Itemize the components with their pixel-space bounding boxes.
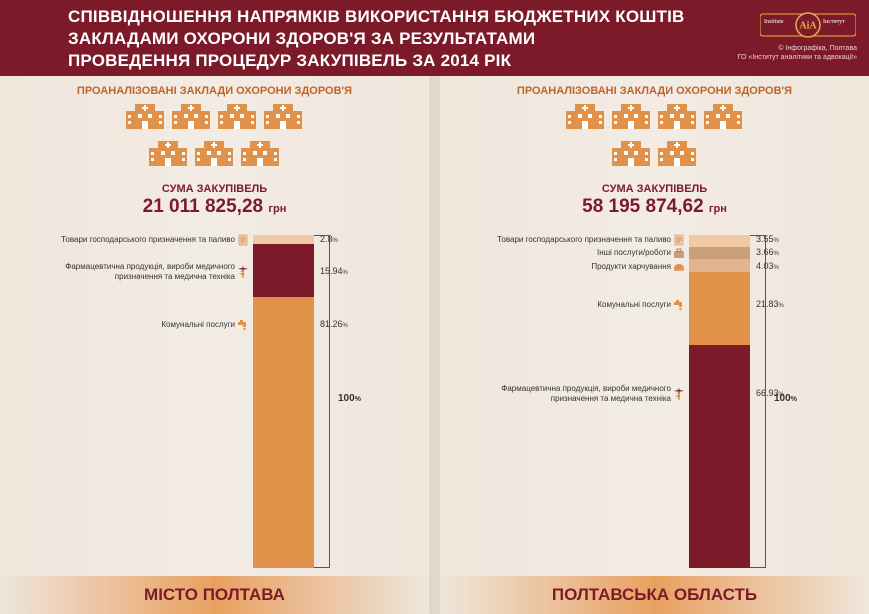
briefcase-icon bbox=[674, 248, 684, 258]
hospital-icon bbox=[704, 104, 742, 129]
sum-value: 58 195 874,62 грн bbox=[440, 196, 869, 218]
logo-text-right: Інститут bbox=[823, 19, 845, 25]
value-unit: % bbox=[778, 303, 784, 309]
bar-segment bbox=[689, 272, 750, 346]
value-label: 3.66% bbox=[756, 247, 779, 257]
footer-poltava-city: МІСТО ПОЛТАВА bbox=[0, 576, 429, 614]
bar-segment bbox=[689, 246, 750, 259]
panel-poltava-region bbox=[440, 76, 869, 614]
value-unit: % bbox=[342, 270, 348, 276]
institutions-label: ПРОАНАЛІЗОВАНІ ЗАКЛАДИ ОХОРОНИ ЗДОРОВ'Я bbox=[76, 85, 353, 97]
sum-unit: грн bbox=[708, 203, 727, 215]
logo-text-mid: AiA bbox=[799, 21, 817, 32]
document-icon bbox=[238, 234, 248, 246]
sum-unit: грн bbox=[268, 203, 287, 215]
value-label: 4.03% bbox=[756, 261, 779, 271]
hospital-icon bbox=[218, 104, 256, 129]
bar-segment bbox=[689, 259, 750, 273]
hospital-icon bbox=[195, 141, 233, 166]
bar-segment bbox=[253, 244, 314, 298]
bar-segment bbox=[689, 235, 750, 247]
hospital-icon bbox=[658, 141, 696, 166]
copyright-line-2: ГО «Інститут аналітики та адвокації» bbox=[737, 54, 857, 61]
value-label: 3.55% bbox=[756, 234, 779, 244]
footer-poltava-region: ПОЛТАВСЬКА ОБЛАСТЬ bbox=[440, 576, 869, 614]
page-title: СПІВВІДНОШЕННЯ НАПРЯМКІВ ВИКОРИСТАННЯ БЮ… bbox=[68, 6, 688, 72]
bread-icon bbox=[674, 264, 684, 271]
value-number: 3.66 bbox=[756, 247, 774, 257]
value-unit: % bbox=[773, 251, 779, 257]
faucet-icon bbox=[674, 300, 682, 311]
total-unit: % bbox=[354, 395, 361, 403]
institute-logo: Institute AiA Інститут bbox=[760, 12, 856, 38]
value-label: 81.26% bbox=[320, 319, 348, 329]
total-number: 100 bbox=[774, 392, 791, 404]
hospital-icon bbox=[612, 104, 650, 129]
caduceus-icon bbox=[238, 266, 248, 278]
total-unit: % bbox=[790, 395, 797, 403]
total-bracket bbox=[314, 235, 330, 568]
panel-divider bbox=[429, 76, 440, 614]
title-line-1: СПІВВІДНОШЕННЯ НАПРЯМКІВ ВИКОРИСТАННЯ БЮ… bbox=[68, 7, 685, 26]
title-line-3: ПРОВЕДЕННЯ ПРОЦЕДУР ЗАКУПІВЕЛЬ ЗА 2014 Р… bbox=[68, 51, 512, 70]
hospital-icon bbox=[612, 141, 650, 166]
value-label: 21.83% bbox=[756, 299, 784, 309]
header-banner bbox=[0, 0, 869, 76]
logo-text-left: Institute bbox=[764, 19, 784, 25]
value-number: 21.83 bbox=[756, 299, 779, 309]
bar-segment bbox=[253, 297, 314, 568]
sum-value: 21 011 825,28 грн bbox=[0, 196, 429, 218]
hospital-icon bbox=[566, 104, 604, 129]
total-bracket bbox=[750, 235, 766, 568]
value-number: 3.55 bbox=[756, 234, 774, 244]
sum-amount: 21 011 825,28 bbox=[142, 196, 269, 217]
hospital-icon bbox=[126, 104, 164, 129]
hospital-icon bbox=[658, 104, 696, 129]
value-number: 81.26 bbox=[320, 319, 343, 329]
value-number: 15.94 bbox=[320, 266, 343, 276]
sum-label: СУМА ЗАКУПІВЕЛЬ bbox=[161, 183, 268, 195]
category-label: Товари господарського призначення та пал… bbox=[61, 235, 235, 244]
category-label: Фармацевтична продукція, вироби медичног… bbox=[501, 384, 671, 403]
category-label: Продукти харчування bbox=[591, 262, 671, 271]
sum-amount: 58 195 874,62 bbox=[582, 196, 709, 217]
value-unit: % bbox=[778, 392, 784, 398]
bar-segment bbox=[689, 345, 750, 568]
hospital-icon bbox=[149, 141, 187, 166]
title-line-2: ЗАКЛАДАМИ ОХОРОНИ ЗДОРОВ'Я ЗА РЕЗУЛЬТАТА… bbox=[68, 29, 536, 48]
category-label: Товари господарського призначення та пал… bbox=[497, 235, 671, 244]
category-label: Інші послуги/роботи bbox=[596, 248, 671, 257]
hospital-icon bbox=[264, 104, 302, 129]
value-unit: % bbox=[773, 238, 779, 244]
hospital-icon bbox=[172, 104, 210, 129]
copyright-line-1: © Інфографіка, Полтава bbox=[778, 45, 857, 52]
total-number: 100 bbox=[338, 392, 355, 404]
value-unit: % bbox=[342, 323, 348, 329]
caduceus-icon bbox=[674, 388, 684, 400]
bar-segment bbox=[253, 235, 314, 245]
total-label: 100% bbox=[774, 393, 797, 404]
institutions-label: ПРОАНАЛІЗОВАНІ ЗАКЛАДИ ОХОРОНИ ЗДОРОВ'Я bbox=[516, 85, 793, 97]
value-label: 2.8% bbox=[320, 234, 338, 244]
category-label: Комунальні послуги bbox=[597, 300, 671, 309]
value-number: 4.03 bbox=[756, 261, 774, 271]
value-label: 15.94% bbox=[320, 266, 348, 276]
value-unit: % bbox=[332, 238, 338, 244]
value-number: 66.93 bbox=[756, 388, 779, 398]
value-unit: % bbox=[773, 265, 779, 271]
copyright-note: © Інфографіка, Полтава ГО «Інститут анал… bbox=[700, 44, 857, 62]
category-label: Комунальні послуги bbox=[161, 320, 235, 329]
hospital-icon bbox=[241, 141, 279, 166]
category-label: Фармацевтична продукція, вироби медичног… bbox=[65, 262, 235, 281]
document-icon bbox=[674, 234, 684, 246]
sum-label: СУМА ЗАКУПІВЕЛЬ bbox=[601, 183, 708, 195]
total-label: 100% bbox=[338, 393, 361, 404]
value-label: 66.93% bbox=[756, 388, 784, 398]
value-number: 2.8 bbox=[320, 234, 333, 244]
faucet-icon bbox=[238, 320, 246, 331]
